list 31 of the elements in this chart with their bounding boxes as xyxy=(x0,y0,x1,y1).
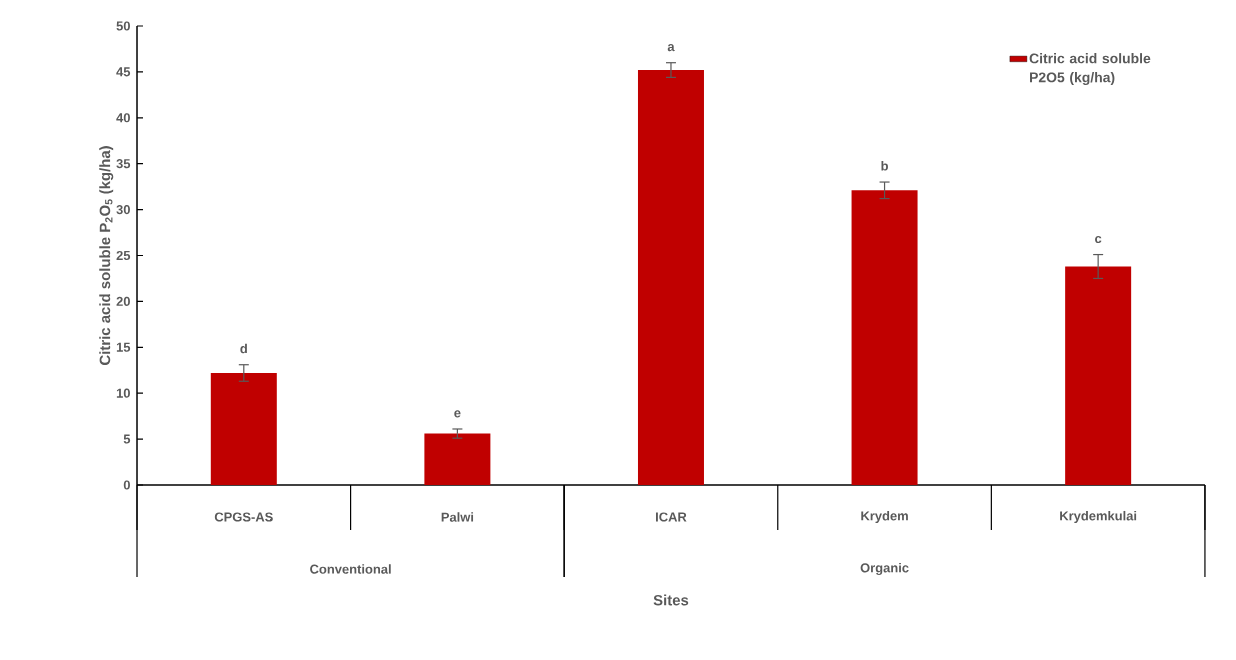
text: Organic xyxy=(860,562,909,576)
x-tick-label: Krydem xyxy=(861,510,908,524)
bar xyxy=(210,372,277,485)
y-tick-label: 10 xyxy=(116,388,130,398)
y-tick-label: 35 xyxy=(116,159,131,169)
bar xyxy=(637,70,704,485)
y-tick-label: 25 xyxy=(116,250,131,261)
annotation: d xyxy=(240,343,247,354)
annotation: e xyxy=(454,410,461,418)
bar xyxy=(424,433,491,485)
y-tick-label: 15 xyxy=(116,342,131,352)
y-tick-label: 40 xyxy=(116,113,130,123)
y-tick-label: 45 xyxy=(116,67,131,77)
x-axis-title: Sites xyxy=(653,594,689,606)
x-tick-label: Palwi xyxy=(441,512,474,522)
x-tick-label: CPGS-AS xyxy=(214,512,273,522)
text: Conventional xyxy=(310,564,391,574)
x-tick-label: ICAR xyxy=(656,512,687,522)
y-tick-label: 5 xyxy=(123,434,131,444)
bar xyxy=(851,190,918,485)
annotation: a xyxy=(667,44,675,52)
annotation: b xyxy=(881,161,888,171)
annotation: c xyxy=(1095,235,1102,244)
y-tick-label: 0 xyxy=(123,480,130,490)
y-tick-label: 30 xyxy=(116,204,130,215)
legend-label: Citric acid soluble P2O5 (kg/ha) xyxy=(1029,53,1151,86)
y-tick-label: 20 xyxy=(116,296,130,306)
x-tick-label: Krydemkulai xyxy=(1060,510,1137,524)
bar xyxy=(1065,266,1132,485)
y-tick-label: 50 xyxy=(116,21,130,31)
y-axis-title: Citric acid soluble P$_{2}$O$_{5}$ (kg/ha) xyxy=(99,146,114,365)
